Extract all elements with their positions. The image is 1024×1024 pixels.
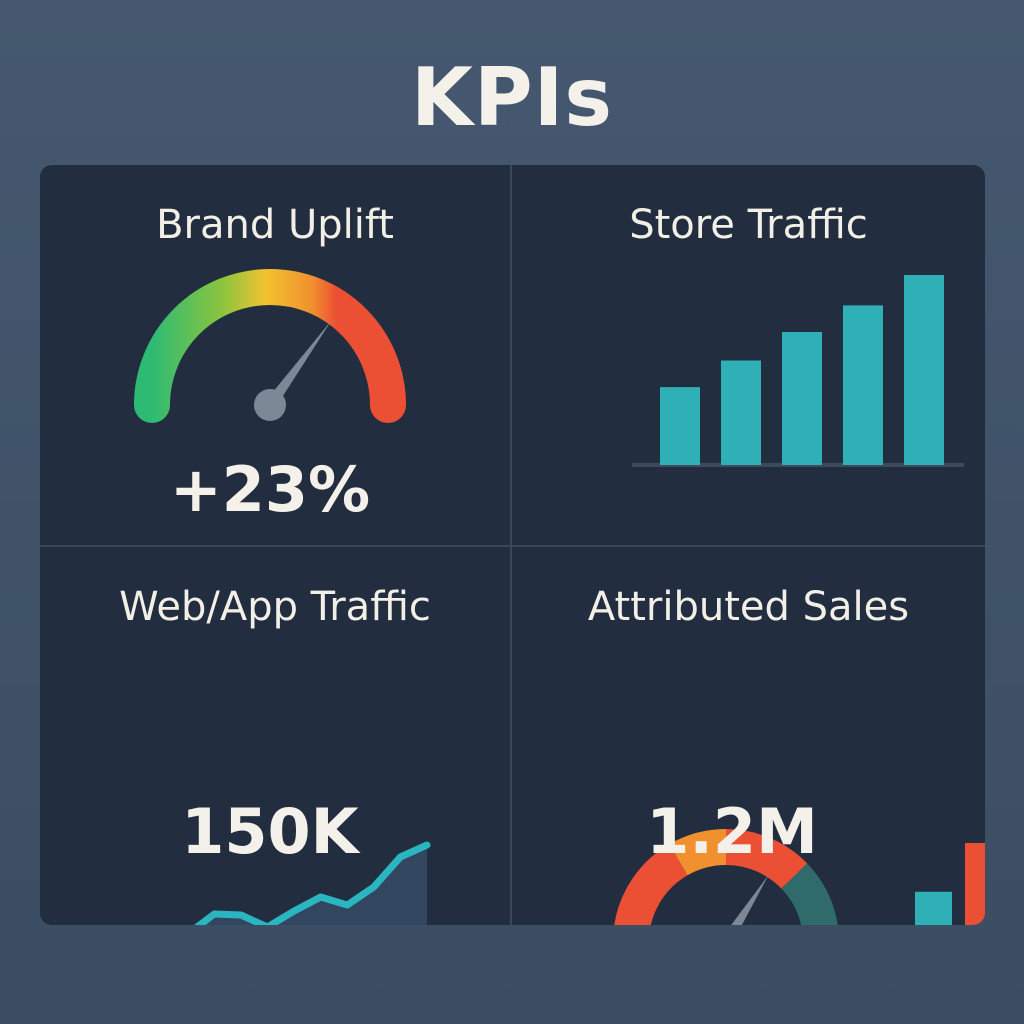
brand-uplift-panel: Brand Uplift +23% xyxy=(40,165,510,545)
horizontal-divider xyxy=(40,545,985,547)
gauge-segment-red xyxy=(614,844,689,925)
attributed-sales-bar xyxy=(965,843,985,925)
store-traffic-panel: Store Traffic xyxy=(512,165,985,545)
store-traffic-title: Store Traffic xyxy=(629,202,868,248)
attributed-sales-gauge-needle xyxy=(731,874,769,925)
attributed-sales-panel: Attributed Sales 1.2M xyxy=(512,547,985,925)
brand-uplift-gauge-needle xyxy=(265,320,332,409)
gauge-segment-orange xyxy=(669,828,727,876)
brand-uplift-gauge-arc xyxy=(134,269,406,423)
store-traffic-bar xyxy=(721,360,761,465)
brand-uplift-gauge-hub xyxy=(254,389,286,421)
web-app-traffic-title: Web/App Traffic xyxy=(119,584,431,630)
gauge-segment-red xyxy=(725,829,808,889)
web-app-traffic-value: 150K xyxy=(181,795,359,868)
web-app-traffic-area xyxy=(199,845,427,925)
web-app-traffic-chart xyxy=(193,841,431,925)
store-traffic-chart xyxy=(632,275,964,467)
web-app-traffic-panel: Web/App Traffic 150K xyxy=(40,547,510,925)
page-title: KPIs xyxy=(410,51,613,144)
attributed-sales-gauge xyxy=(614,828,838,925)
store-traffic-bar xyxy=(843,305,883,465)
brand-uplift-gauge xyxy=(134,269,406,423)
gauge-segment-teal xyxy=(780,863,838,925)
kpi-board: Brand Uplift +23% Store Traffic Web/App … xyxy=(40,165,985,925)
store-traffic-bar xyxy=(782,332,822,465)
attributed-sales-title: Attributed Sales xyxy=(587,584,910,630)
web-app-traffic-line xyxy=(193,841,431,925)
brand-uplift-value: +23% xyxy=(169,453,371,526)
attributed-sales-chart xyxy=(915,843,985,925)
attributed-sales-value: 1.2M xyxy=(646,795,818,868)
store-traffic-bar xyxy=(660,387,700,465)
store-traffic-bar xyxy=(904,275,944,465)
attributed-sales-bar xyxy=(915,891,952,925)
brand-uplift-title: Brand Uplift xyxy=(156,202,394,248)
